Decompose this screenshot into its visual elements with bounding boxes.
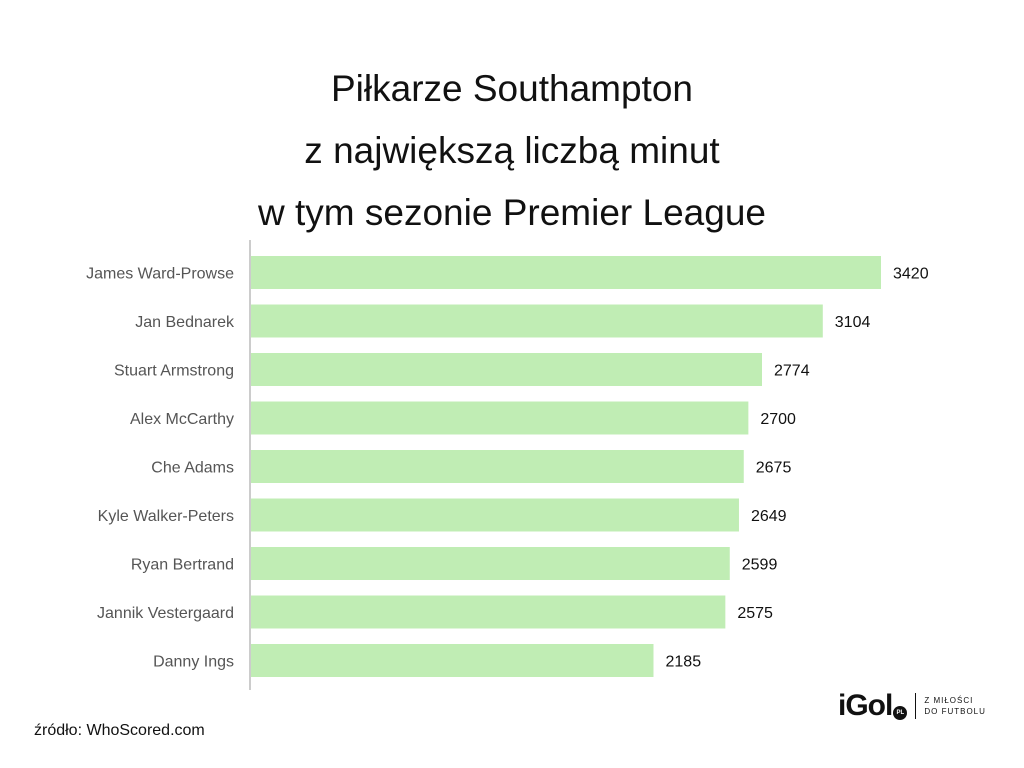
bar	[251, 644, 654, 677]
title-line-2: z największą liczbą minut	[304, 130, 720, 171]
value-label: 2599	[742, 557, 778, 574]
category-label: Jan Bednarek	[135, 314, 235, 331]
bar	[251, 353, 762, 386]
category-label: Jannik Vestergaard	[97, 605, 234, 622]
bar	[251, 304, 823, 338]
category-label: James Ward-Prowse	[86, 266, 234, 283]
title-line-1: Piłkarze Southampton	[331, 68, 693, 109]
value-label: 3420	[893, 266, 929, 283]
bar	[251, 547, 730, 580]
brand-logo: iGol PL Z MIŁOŚCI DO FUTBOLU	[838, 688, 998, 724]
value-label: 2700	[760, 411, 796, 428]
source-note: źródło: WhoScored.com	[34, 722, 205, 739]
bar	[251, 401, 749, 435]
category-label: Ryan Bertrand	[131, 557, 234, 574]
category-label: Danny Ings	[153, 654, 234, 671]
bar	[251, 256, 881, 289]
brand-name: iGol	[838, 689, 893, 722]
title-line-3: w tym sezonie Premier League	[258, 192, 766, 233]
category-label: Che Adams	[151, 460, 234, 477]
value-label: 2675	[756, 460, 792, 477]
brand-tagline-line-2: DO FUTBOLU	[924, 707, 986, 716]
brand-badge: PL	[893, 706, 908, 720]
bar	[251, 498, 739, 532]
brand-tagline: Z MIŁOŚCI DO FUTBOLU	[924, 695, 986, 717]
chart-title: Piłkarze Southampton z największą liczbą…	[0, 58, 1024, 244]
bar	[251, 595, 726, 629]
value-label: 2774	[774, 363, 810, 380]
brand-divider	[915, 693, 917, 719]
value-label: 2575	[737, 605, 773, 622]
brand-tagline-line-1: Z MIŁOŚCI	[924, 696, 974, 705]
category-label: Stuart Armstrong	[114, 363, 234, 380]
category-label: Kyle Walker-Peters	[98, 508, 234, 525]
value-label: 3104	[835, 314, 871, 331]
category-label: Alex McCarthy	[130, 411, 234, 428]
bar	[251, 450, 744, 483]
value-label: 2649	[751, 508, 787, 525]
value-label: 2185	[666, 654, 702, 671]
